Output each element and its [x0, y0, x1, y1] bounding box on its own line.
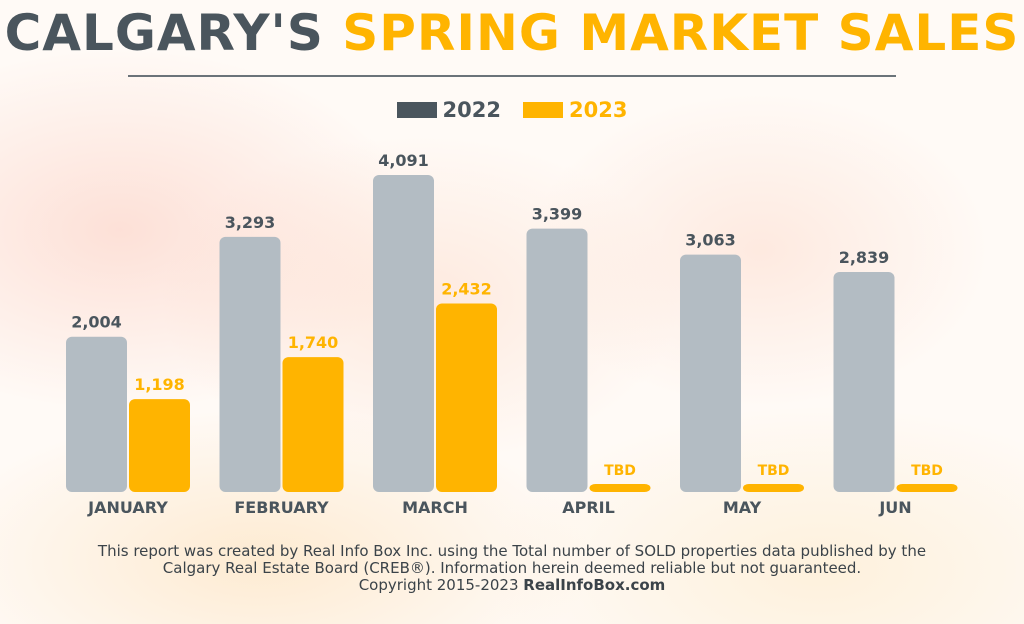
chart-title: CALGARY'S SPRING MARKET SALES [0, 4, 1024, 62]
bar-2023-march [436, 303, 497, 492]
data-label-2022-march: 4,091 [378, 151, 429, 170]
footer-copyright: Copyright 2015-2023 [358, 576, 524, 594]
category-label-february: FEBRUARY [234, 498, 329, 517]
category-label-january: JANUARY [87, 498, 168, 517]
data-label-2023-jun: TBD [911, 463, 943, 479]
bar-2022-february [219, 236, 281, 492]
data-label-2023-march: 2,432 [441, 280, 492, 299]
category-label-march: MARCH [402, 498, 468, 517]
title-part-1: CALGARY'S [4, 4, 324, 62]
bar-2023-february [282, 357, 344, 492]
data-label-2022-may: 3,063 [685, 231, 736, 250]
category-label-april: APRIL [562, 498, 615, 517]
data-label-2022-jun: 2,839 [839, 248, 890, 267]
footer-note: This report was created by Real Info Box… [0, 543, 1024, 594]
bar-2022-january [66, 336, 127, 492]
footer-line-2: Calgary Real Estate Board (CREB®). Infor… [162, 559, 862, 577]
data-label-2023-may: TBD [758, 463, 790, 479]
bar-2023-january [129, 399, 190, 492]
bar-2022-april [526, 228, 588, 492]
footer-line-1: This report was created by Real Info Box… [97, 542, 927, 560]
legend-label-2022: 2022 [442, 98, 501, 122]
legend: 2022 2023 [0, 98, 1024, 122]
category-label-may: MAY [723, 498, 762, 517]
bar-2022-may [680, 254, 741, 492]
bar-2023-jun [896, 484, 958, 492]
legend-label-2023: 2023 [569, 98, 628, 122]
legend-swatch-2022 [396, 102, 437, 118]
bar-2023-april [589, 484, 651, 492]
data-label-2022-february: 3,293 [225, 213, 276, 232]
title-divider [128, 75, 896, 77]
bar-2023-may [743, 484, 804, 492]
title-part-2: SPRING MARKET SALES [342, 4, 1020, 62]
legend-item-2023: 2023 [523, 98, 627, 122]
bar-2022-march [373, 175, 434, 492]
data-label-2023-april: TBD [604, 463, 636, 479]
footer-site-link[interactable]: RealInfoBox.com [523, 576, 666, 594]
data-label-2023-february: 1,740 [288, 333, 339, 352]
data-label-2022-january: 2,004 [71, 313, 122, 332]
legend-swatch-2023 [523, 102, 563, 118]
data-label-2022-april: 3,399 [532, 205, 583, 224]
legend-item-2022: 2022 [396, 98, 501, 122]
data-label-2023-january: 1,198 [134, 375, 185, 394]
category-label-jun: JUN [878, 498, 911, 517]
footer-line-3: Copyright 2015-2023 RealInfoBox.com [0, 577, 1024, 594]
bar-2022-jun [833, 272, 895, 492]
